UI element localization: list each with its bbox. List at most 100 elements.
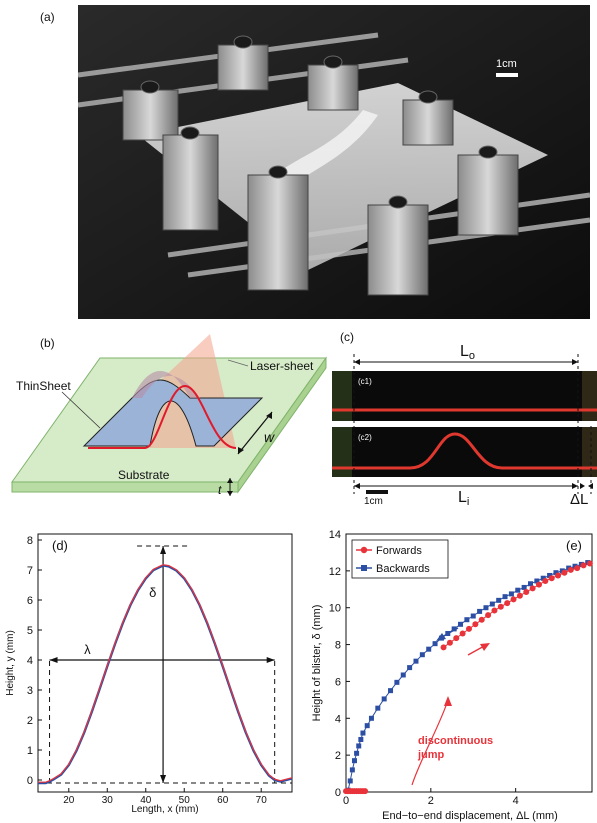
forwards-point	[446, 639, 453, 646]
y-tick-label: 3	[27, 685, 33, 697]
backwards-point	[483, 605, 489, 611]
y-tick-label: 6	[335, 676, 341, 688]
forwards-point	[567, 566, 574, 573]
forwards-point	[574, 565, 581, 572]
backwards-point	[515, 587, 521, 593]
legend-backwards-label: Backwards	[376, 563, 430, 575]
backwards-point	[413, 658, 419, 664]
backwards-point	[426, 646, 432, 652]
backwards-point	[349, 767, 355, 773]
y-tick-label: 12	[329, 566, 341, 578]
backwards-point	[489, 601, 495, 607]
apparatus-photo: 1cm	[78, 5, 590, 319]
x-tick-label: 40	[140, 795, 152, 806]
forwards-point	[504, 600, 511, 607]
substrate-label: Substrate	[118, 468, 170, 482]
backwards-point	[388, 688, 394, 694]
chart-e-xlabel: End−to−end displacement, ΔL (mm)	[382, 810, 558, 822]
backwards-point	[540, 575, 546, 581]
backwards-point	[368, 715, 374, 721]
y-tick-label: 2	[335, 750, 341, 762]
chart-height-vs-displacement: 0 2 4 0 2 4 6 8 10 12 14 (e) Forwards Backwards di…	[311, 529, 593, 822]
laser-sheet-label: Laser-sheet	[250, 359, 314, 373]
backwards-point	[432, 641, 438, 647]
forwards-point	[362, 788, 369, 795]
lambda-arrow-head-left	[49, 657, 58, 663]
outer-length-label: Lo	[460, 343, 475, 362]
forwards-point	[555, 572, 562, 579]
y-tick-label: 8	[27, 535, 33, 547]
backwards-point	[407, 665, 413, 671]
backwards-point	[553, 570, 559, 576]
legend-forwards-marker	[360, 546, 368, 554]
thickness-label: t	[218, 483, 222, 497]
photo-scale-label: 1cm	[496, 58, 517, 70]
c1-label: (c1)	[358, 377, 372, 386]
backwards-point	[347, 778, 353, 784]
jump-note-line1: discontinuous	[418, 735, 493, 747]
x-tick-label: 50	[179, 795, 191, 806]
backwards-point	[502, 594, 508, 600]
chart-d-frame	[37, 533, 293, 793]
panel-c-label: (c)	[340, 330, 354, 344]
x-tick-label: 0	[343, 795, 349, 807]
backwards-point	[400, 672, 406, 678]
y-tick-label: 0	[335, 787, 341, 799]
backwards-point	[521, 584, 527, 590]
substrate-side	[237, 356, 327, 494]
c-scale-bar	[366, 490, 388, 494]
forwards-point	[580, 562, 587, 569]
jump-note-line2: jump	[417, 749, 445, 761]
legend-forwards-label: Forwards	[376, 545, 422, 557]
photo-scale-bar	[496, 73, 518, 77]
c2-label: (c2)	[358, 433, 372, 442]
x-tick-label: 30	[102, 795, 114, 806]
screw-heads	[140, 35, 498, 209]
forwards-point	[497, 603, 504, 610]
lambda-label: λ	[84, 642, 91, 657]
y-tick-label: 4	[27, 655, 33, 667]
schematic-diagram: Laser-sheet ThinSheet w Substrate t	[11, 334, 327, 497]
laser-images: Lo (c1) (c2) Li 1cm ΔL	[332, 343, 597, 506]
thin-sheet-label: ThinSheet	[16, 379, 71, 393]
delta-arrow-head-top	[160, 546, 167, 554]
forwards-point	[440, 644, 447, 651]
forwards-point	[561, 569, 568, 576]
legend-backwards-marker	[361, 565, 367, 571]
backwards-point	[528, 581, 533, 587]
image-c1	[332, 371, 597, 421]
profile-fit-line	[38, 564, 293, 783]
y-tick-label: 10	[329, 603, 341, 615]
chart-profile: 20 30 40 50 60 70 0 1 2 3 4 5 6 7 8 λ δ (d) Length, x (…	[5, 533, 293, 815]
forwards-point	[535, 581, 542, 588]
delta-l-label: ΔL	[570, 491, 588, 506]
y-tick-label: 0	[27, 775, 33, 787]
y-tick-label: 5	[27, 625, 33, 637]
backwards-point	[381, 696, 387, 702]
backwards-point	[360, 730, 366, 736]
y-tick-label: 1	[27, 745, 33, 757]
c2-laser-blister	[332, 432, 597, 470]
backwards-point	[458, 621, 464, 627]
y-tick-label: 4	[335, 713, 341, 725]
legend-box	[351, 539, 449, 579]
substrate-front	[11, 481, 239, 493]
chart-e-ylabel: Height of blister, δ (mm)	[311, 605, 323, 722]
sheet-blister-top	[132, 371, 200, 398]
backwards-point	[358, 736, 364, 742]
x-tick-label: 4	[513, 795, 519, 807]
backwards-point	[351, 758, 357, 764]
delta-label: δ	[149, 585, 156, 600]
width-label: w	[264, 429, 275, 445]
backwards-point	[419, 652, 425, 658]
delta-arrow-head-bottom	[160, 775, 167, 783]
lambda-arrow-head-right	[266, 657, 275, 663]
forwards-point	[510, 596, 517, 603]
backwards-point	[508, 591, 514, 597]
backwards-point	[534, 578, 540, 584]
backwards-point	[354, 750, 360, 756]
backwards-point	[364, 723, 370, 729]
forwards-point	[472, 621, 479, 628]
x-tick-label: 70	[256, 795, 268, 806]
backwards-point	[375, 705, 381, 711]
